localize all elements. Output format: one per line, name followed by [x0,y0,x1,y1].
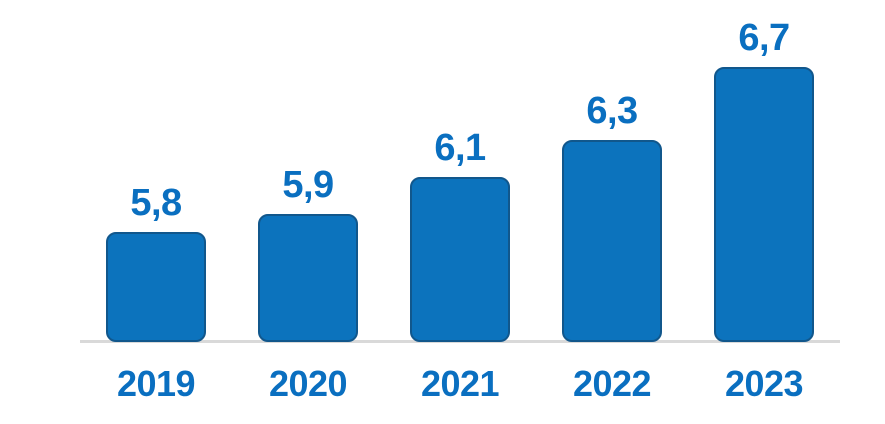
bar-value-label-2021: 6,1 [434,126,486,169]
bar-2019 [106,231,206,342]
x-axis-label-2023: 2023 [724,363,804,404]
bar-value-label-2023: 6,7 [738,16,790,59]
bar-value-label-2022: 6,3 [586,90,638,133]
x-axis-label-2020: 2020 [268,363,348,404]
bar-2020 [258,213,358,342]
x-axis-label-2021: 2021 [420,363,500,404]
bar-value-label-2019: 5,8 [130,181,182,224]
bar-2021 [410,176,510,342]
bar-2022 [562,140,662,342]
bar-2023 [714,66,814,342]
x-axis-label-2019: 2019 [116,363,196,404]
x-axis-label-2022: 2022 [572,363,652,404]
bar-value-label-2020: 5,9 [282,163,334,206]
